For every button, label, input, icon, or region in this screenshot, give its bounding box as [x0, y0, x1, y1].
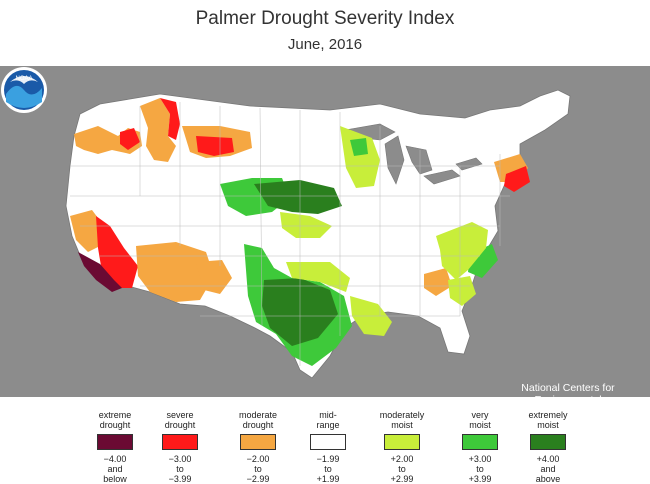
state-borders	[70, 102, 510, 366]
region-idaho-severe	[160, 98, 180, 140]
region-ne-severe	[504, 166, 530, 192]
legend-swatch	[462, 434, 498, 450]
legend-range-line3: +1.99	[316, 474, 340, 484]
legend-label: extreme drought	[75, 400, 155, 430]
legend-label-line2: moist	[537, 420, 559, 430]
noaa-logo-text: NOAA	[15, 76, 32, 82]
legend-range: −3.00 to −3.99	[140, 454, 220, 484]
legend-range-line1: −1.99	[316, 454, 340, 464]
region-se-moderately-moist	[436, 222, 488, 280]
region-mn-very-moist	[350, 138, 368, 156]
legend-range-line1: +3.00	[468, 454, 492, 464]
region-upper-midwest-moderately-moist	[340, 126, 380, 188]
region-plains-extremely-moist	[254, 180, 342, 214]
legend-swatch	[97, 434, 133, 450]
legend-swatch	[310, 434, 346, 450]
legend-range: +4.00 and above	[508, 454, 588, 484]
legend-range-line2: and	[107, 464, 123, 474]
legend-label-line1: severe	[166, 410, 194, 420]
us-map-svg	[65, 89, 571, 379]
legend-range-line3: above	[535, 474, 561, 484]
legend-swatch	[384, 434, 420, 450]
noaa-logo-icon: NOAA	[1, 67, 47, 113]
legend-label-line2: moist	[469, 420, 491, 430]
legend-item-moderate-drought: moderate drought −2.00 to −2.99	[218, 400, 298, 484]
legend-range-line2: to	[398, 464, 406, 474]
legend-range-line2: to	[254, 464, 262, 474]
legend-label: extremely moist	[508, 400, 588, 430]
legend-range-line2: to	[176, 464, 184, 474]
legend-range-line2: to	[324, 464, 332, 474]
region-carolina-moderately-moist	[448, 276, 476, 306]
ncei-line-2: Environmental	[534, 394, 602, 406]
ncei-caption: National Centers for Environmental Infor…	[512, 382, 624, 418]
legend-label: moderate drought	[218, 400, 298, 430]
legend-label-line2: drought	[99, 420, 131, 430]
region-ca-extreme	[78, 252, 122, 292]
legend-range-line1: +4.00	[536, 454, 560, 464]
legend-label-line1: moderately	[379, 410, 425, 420]
legend-label-line1: mid-	[319, 410, 337, 420]
region-idaho-moderate	[140, 98, 176, 162]
legend: extreme drought −4.00 and below severe dro…	[0, 400, 650, 484]
legend-label-line2: moist	[391, 420, 413, 430]
legend-label-line2: drought	[242, 420, 274, 430]
legend-item-moderately-moist: moderately moist +2.00 to +2.99	[362, 400, 442, 484]
legend-range-line3: +2.99	[390, 474, 414, 484]
legend-label-line1: extreme	[98, 410, 132, 420]
legend-range: +2.00 to +2.99	[362, 454, 442, 484]
legend-label: mid-range	[288, 400, 368, 430]
map-subtitle: June, 2016	[287, 36, 363, 53]
legend-range-line1: −3.00	[168, 454, 192, 464]
region-tx-moderately-moist	[286, 262, 350, 292]
legend-item-severe-drought: severe drought −3.00 to −3.99	[140, 400, 220, 484]
legend-label-line1: very	[471, 410, 489, 420]
legend-range-line1: −2.00	[246, 454, 270, 464]
legend-swatch	[240, 434, 276, 450]
legend-range-line3: −2.99	[246, 474, 270, 484]
legend-label-line2: drought	[164, 420, 196, 430]
legend-item-extremely-moist: extremely moist +4.00 and above	[508, 400, 588, 484]
legend-range: −1.99 to +1.99	[288, 454, 368, 484]
region-ca-moderate	[70, 210, 104, 252]
region-se-moderate	[424, 268, 452, 296]
legend-label-line1: extremely	[528, 410, 568, 420]
legend-swatch	[162, 434, 198, 450]
legend-label: moderately moist	[362, 400, 442, 430]
region-ca-severe	[96, 216, 138, 288]
legend-range-line3: −3.99	[168, 474, 192, 484]
legend-label: very moist	[440, 400, 520, 430]
region-wy-severe	[196, 136, 234, 156]
great-lakes	[344, 123, 483, 185]
legend-range: −2.00 to −2.99	[218, 454, 298, 484]
legend-label: severe drought	[140, 400, 220, 430]
legend-range-line2: and	[540, 464, 556, 474]
region-sw-moderate	[136, 242, 214, 302]
legend-range-line2: to	[476, 464, 484, 474]
region-sw-moderate-2	[196, 260, 232, 294]
legend-label-line2: range	[316, 420, 340, 430]
legend-swatch	[530, 434, 566, 450]
legend-range-line1: −4.00	[103, 454, 127, 464]
region-or-severe	[120, 128, 140, 150]
legend-label-line1: moderate	[238, 410, 278, 420]
legend-range-line1: +2.00	[390, 454, 414, 464]
map-title: Palmer Drought Severity Index	[195, 8, 455, 29]
ncei-line-1: National Centers for	[521, 382, 615, 394]
drought-map: NOAA National Centers for Environmental …	[0, 66, 650, 418]
ncei-line-3: Information	[541, 406, 595, 418]
region-plains-moderately-moist	[280, 212, 332, 238]
legend-item-mid-range: mid-range −1.99 to +1.99	[288, 400, 368, 484]
